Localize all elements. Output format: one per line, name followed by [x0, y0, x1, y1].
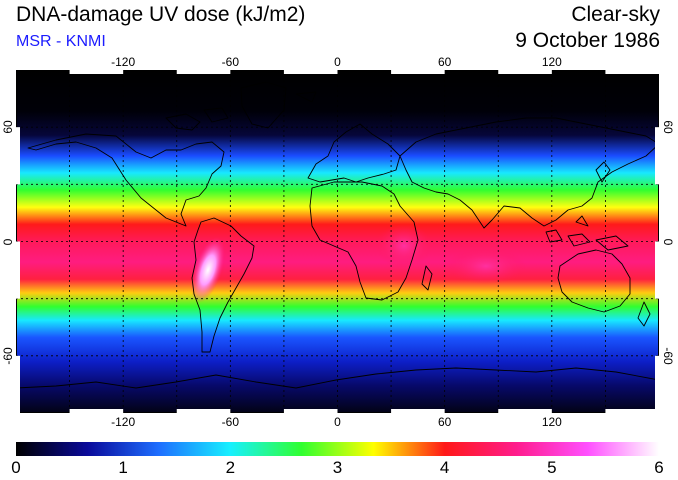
frame-bar — [655, 355, 659, 413]
frame-bar — [605, 70, 659, 74]
colorbar-tick-label: 1 — [118, 458, 128, 477]
lon-tick-label-top: 60 — [437, 55, 452, 69]
colorbar-tick-label: 0 — [11, 458, 21, 477]
madagascar-coastline — [421, 265, 433, 291]
frame-bar — [16, 355, 20, 413]
australia-coastline — [557, 249, 631, 313]
sky-condition-label: Clear-sky — [571, 3, 660, 26]
lat-tick-label-right: 0 — [661, 238, 675, 245]
japan-coastline — [595, 161, 611, 183]
lat-tick-label-left: 0 — [1, 238, 15, 245]
coastlines — [16, 81, 659, 389]
frame-bar — [605, 409, 659, 413]
lon-tick-label-top: 120 — [541, 55, 562, 69]
frame-bar — [283, 409, 338, 413]
colorbar-tick-label: 6 — [654, 458, 664, 477]
lon-tick-label-bottom: 0 — [334, 415, 341, 429]
north-america-coastline — [27, 133, 225, 227]
map-title: DNA-damage UV dose (kJ/m2) — [16, 3, 306, 26]
colorbar-tick-label: 5 — [547, 458, 557, 477]
frame-bar — [498, 70, 552, 74]
frame-bar — [176, 409, 231, 413]
indian-ocean-uv-maximum — [446, 248, 526, 284]
uv-dose-map — [16, 70, 659, 413]
greenland-coastline — [240, 81, 287, 129]
lon-tick-label-bottom: 60 — [437, 415, 452, 429]
lat-tick-label-left: -60 — [1, 347, 15, 365]
map-subtitle: MSR - KNMI — [16, 33, 106, 50]
africa-coastline — [309, 181, 419, 301]
antarctica-coastline — [16, 367, 659, 389]
africa-uv-maximum — [376, 224, 432, 268]
date-label: 9 October 1986 — [515, 29, 660, 52]
lat-tick-label-right: 60 — [661, 120, 675, 134]
frame-bar — [176, 70, 231, 74]
lon-tick-label-top: -120 — [111, 55, 136, 69]
south-america-coastline — [191, 217, 255, 353]
graticule — [16, 70, 659, 413]
andes-uv-maximum — [191, 237, 225, 303]
arctic-islands-coastline — [165, 91, 317, 131]
frame-bar — [391, 70, 445, 74]
colorbar — [16, 442, 659, 456]
frame-bar — [655, 241, 659, 299]
frame-bar — [283, 70, 338, 74]
frame-bar — [498, 409, 552, 413]
colorbar-tick-label: 3 — [332, 458, 343, 477]
lon-tick-label-bottom: 120 — [541, 415, 562, 429]
new-zealand-coastline — [637, 301, 651, 327]
frame-bar — [16, 127, 20, 185]
lon-tick-label-top: 0 — [334, 55, 341, 69]
colorbar-tick-label: 4 — [439, 458, 450, 477]
frame-bar — [655, 127, 659, 185]
lon-tick-label-top: -60 — [221, 55, 239, 69]
colorbar-tick-label: 2 — [225, 458, 236, 477]
frame-bar — [69, 70, 124, 74]
lon-tick-label-bottom: -120 — [111, 415, 136, 429]
lat-tick-label-right: -60 — [661, 347, 675, 365]
frame-bar — [391, 409, 445, 413]
southeast-asia-islands-coastline — [545, 215, 629, 251]
frame-bar — [69, 409, 124, 413]
frame-tick-bars — [16, 70, 659, 413]
asia-coastline — [399, 117, 659, 229]
lat-tick-label-left: 60 — [1, 120, 15, 134]
frame-bar — [16, 241, 20, 299]
lon-tick-label-bottom: -60 — [221, 415, 239, 429]
